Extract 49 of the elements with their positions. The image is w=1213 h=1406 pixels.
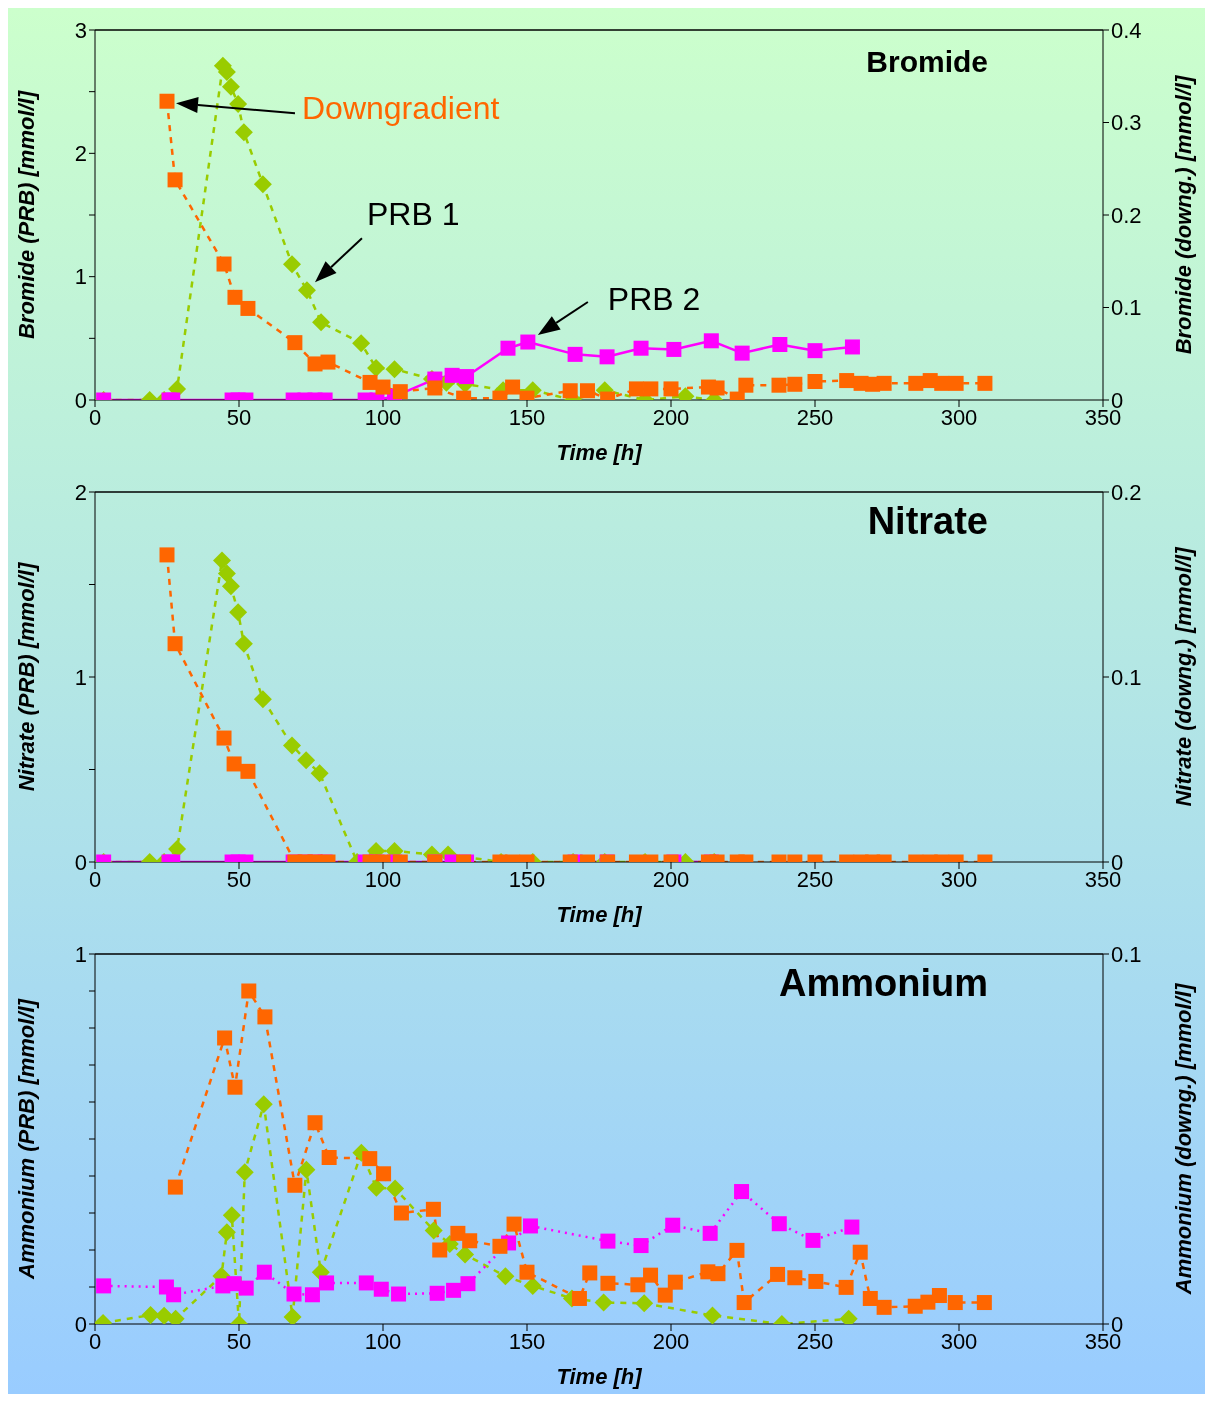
x-tick-label: 100 <box>364 404 402 430</box>
y-tick-label: 1 <box>74 664 87 690</box>
y2-axis-title: Bromide (downg.) [mmol/l] <box>1171 75 1196 355</box>
x-tick-label: 50 <box>226 866 252 892</box>
x-tick-label: 300 <box>940 866 978 892</box>
chart-title: Nitrate <box>867 500 988 542</box>
x-tick-label: 250 <box>796 1328 834 1354</box>
x-tick-label: 250 <box>796 404 834 430</box>
text: Downgradient <box>302 90 500 127</box>
x-tick-label: 150 <box>508 404 546 430</box>
y2-tick-label: 0.1 <box>1111 295 1142 321</box>
y-tick-label: 1 <box>74 941 87 967</box>
x-axis-title: Time [h] <box>556 1364 643 1389</box>
x-tick-label: 100 <box>364 866 402 892</box>
y2-tick-label: 0.1 <box>1111 941 1142 967</box>
chart-title: Ammonium <box>779 962 988 1004</box>
y2-axis-title: Nitrate (downg.) [mmol/l] <box>1171 546 1196 807</box>
x-tick-label: 200 <box>652 866 690 892</box>
x-axis-title: Time [h] <box>556 902 643 927</box>
y2-tick-label: 0.1 <box>1111 664 1142 690</box>
y-axis-title: Nitrate (PRB) [mmol/l] <box>14 562 39 792</box>
y2-tick-label: 0.2 <box>1111 202 1142 228</box>
y-tick-label: 0 <box>74 1311 87 1337</box>
x-tick-label: 300 <box>940 1328 978 1354</box>
x-tick-label: 200 <box>652 1328 690 1354</box>
y-tick-label: 3 <box>74 17 87 43</box>
y2-tick-label: 0.3 <box>1111 110 1142 136</box>
y-tick-label: 0 <box>74 387 87 413</box>
y-axis-title: Ammonium (PRB) [mmol/l] <box>14 998 39 1280</box>
y-tick-label: 1 <box>74 264 87 290</box>
x-tick-label: 200 <box>652 404 690 430</box>
x-tick-label: 150 <box>508 1328 546 1354</box>
y-axis-title: Bromide (PRB) [mmol/l] <box>14 90 39 340</box>
x-tick-label: 250 <box>796 866 834 892</box>
y2-axis-title: Ammonium (downg.) [mmol/l] <box>1171 983 1196 1296</box>
x-tick-label: 100 <box>364 1328 402 1354</box>
text: Bromide <box>866 45 988 78</box>
x-tick-label: 50 <box>226 404 252 430</box>
x-tick-label: 150 <box>508 866 546 892</box>
x-tick-label: 300 <box>940 404 978 430</box>
y2-tick-label: 0.2 <box>1111 479 1142 505</box>
y2-tick-label: 0.4 <box>1111 17 1142 43</box>
series-label: PRB 2 <box>607 281 701 318</box>
x-tick-label: 50 <box>226 1328 252 1354</box>
y-tick-label: 2 <box>74 479 87 505</box>
y-tick-label: 2 <box>74 141 87 167</box>
y-tick-label: 0 <box>74 849 87 875</box>
text: PRB 1 <box>366 196 460 233</box>
x-axis-title: Time [h] <box>556 440 643 465</box>
